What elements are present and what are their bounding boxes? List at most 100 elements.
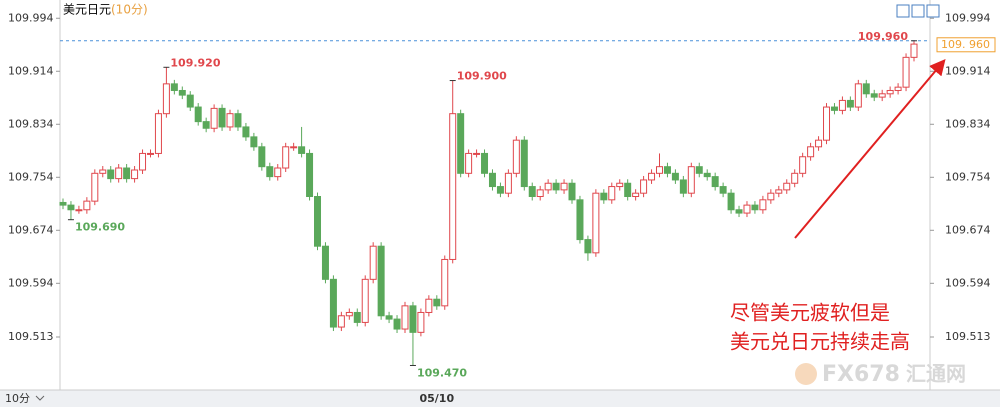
candle-body	[640, 179, 648, 194]
candle-body	[321, 245, 329, 280]
candle-body	[894, 86, 902, 91]
candle-body	[377, 245, 385, 317]
note-line: 尽管美元疲软但是	[730, 301, 890, 325]
y-tick-label: 109.834	[8, 117, 54, 130]
y2-tick-label: 109.834	[945, 117, 991, 130]
candle-body	[584, 239, 592, 254]
y2-tick-label: 109.674	[945, 223, 991, 236]
y-tick-label: 109.674	[8, 223, 54, 236]
y2-tick-label: 109.513	[945, 330, 991, 343]
candle-body	[226, 113, 234, 128]
candle-body	[536, 189, 544, 198]
candle-body	[854, 83, 862, 108]
candle-body	[735, 209, 743, 214]
y-tick-label: 109.513	[8, 330, 54, 343]
tool-icon[interactable]	[911, 4, 925, 18]
dropdown-icon[interactable]	[35, 395, 45, 401]
candle-body	[162, 83, 170, 115]
candle-body	[258, 146, 266, 168]
candle-body	[711, 176, 719, 188]
last-price-label: 109. 960	[941, 38, 990, 51]
candle-body	[807, 146, 815, 158]
last-price-box	[936, 37, 996, 53]
candle-body	[83, 200, 91, 211]
candle-body	[67, 204, 75, 211]
candle-body	[385, 315, 393, 320]
candle-body	[560, 182, 568, 191]
candle-body	[600, 192, 608, 201]
candle-body	[624, 182, 632, 198]
candle-body	[298, 146, 306, 154]
candle-body	[107, 169, 115, 180]
candle-body	[775, 189, 783, 194]
candle-body	[449, 113, 457, 260]
candle-body	[838, 99, 846, 111]
candle-body	[409, 305, 417, 333]
candle-body	[528, 186, 536, 198]
watermark: FX678	[822, 362, 900, 387]
candle-body	[544, 182, 552, 191]
candle-body	[520, 139, 528, 188]
candle-body	[568, 182, 576, 201]
candle-body	[823, 106, 831, 141]
candle-body	[361, 278, 369, 323]
annotation-label: 109.690	[75, 221, 125, 234]
candle-body	[870, 93, 878, 98]
candle-body	[902, 56, 910, 88]
candle-body	[314, 196, 322, 247]
candle-body	[290, 146, 298, 149]
candle-body	[663, 166, 671, 174]
y2-tick-label: 109.994	[945, 11, 991, 24]
candle-body	[679, 179, 687, 194]
candle-body	[608, 186, 616, 201]
candle-body	[815, 139, 823, 148]
candle-body	[274, 167, 282, 178]
candle-body	[648, 172, 656, 181]
annotation-label: 109.960	[858, 30, 908, 43]
arrow	[794, 58, 946, 239]
y-tick-label: 109.914	[8, 64, 54, 77]
candle-body	[186, 94, 194, 108]
candle-body	[759, 199, 767, 211]
y-tick-label: 109.754	[8, 170, 54, 183]
candle-body	[616, 182, 624, 188]
candle-body	[671, 172, 679, 181]
candle-body	[218, 107, 226, 128]
candle-body	[592, 192, 600, 254]
candle-body	[353, 311, 361, 323]
y2-tick-label: 109.914	[945, 64, 991, 77]
candle-body	[282, 146, 290, 169]
bottom-bar	[0, 390, 1000, 407]
watermark-logo	[795, 363, 817, 385]
candle-body	[767, 192, 775, 201]
chart-subtitle: (10分)	[111, 3, 148, 17]
candle-body	[417, 311, 425, 333]
candle-body	[210, 107, 218, 129]
tool-icon[interactable]	[926, 4, 940, 18]
candle-body	[830, 106, 838, 111]
candle-body	[496, 186, 504, 194]
interval-label[interactable]: 10分	[5, 392, 30, 405]
candle-body	[75, 209, 83, 212]
candle-body	[306, 152, 314, 198]
candle-body	[178, 89, 186, 96]
candle-body	[131, 169, 139, 180]
candle-body	[727, 192, 735, 211]
tool-icon[interactable]	[896, 4, 910, 18]
candle-body	[250, 136, 258, 148]
candle-body	[799, 156, 807, 174]
candle-body	[862, 83, 870, 95]
candle-body	[337, 315, 345, 328]
candle-body	[783, 182, 791, 191]
note-line: 美元兑日元持续走高	[730, 330, 910, 354]
candle-body	[465, 152, 473, 174]
candle-body	[488, 172, 496, 188]
candle-body	[234, 113, 242, 128]
y-tick-label: 109.994	[8, 11, 54, 24]
candle-body	[910, 43, 918, 58]
candle-body	[512, 139, 520, 174]
candle-body	[115, 167, 123, 180]
candle-body	[369, 245, 377, 280]
